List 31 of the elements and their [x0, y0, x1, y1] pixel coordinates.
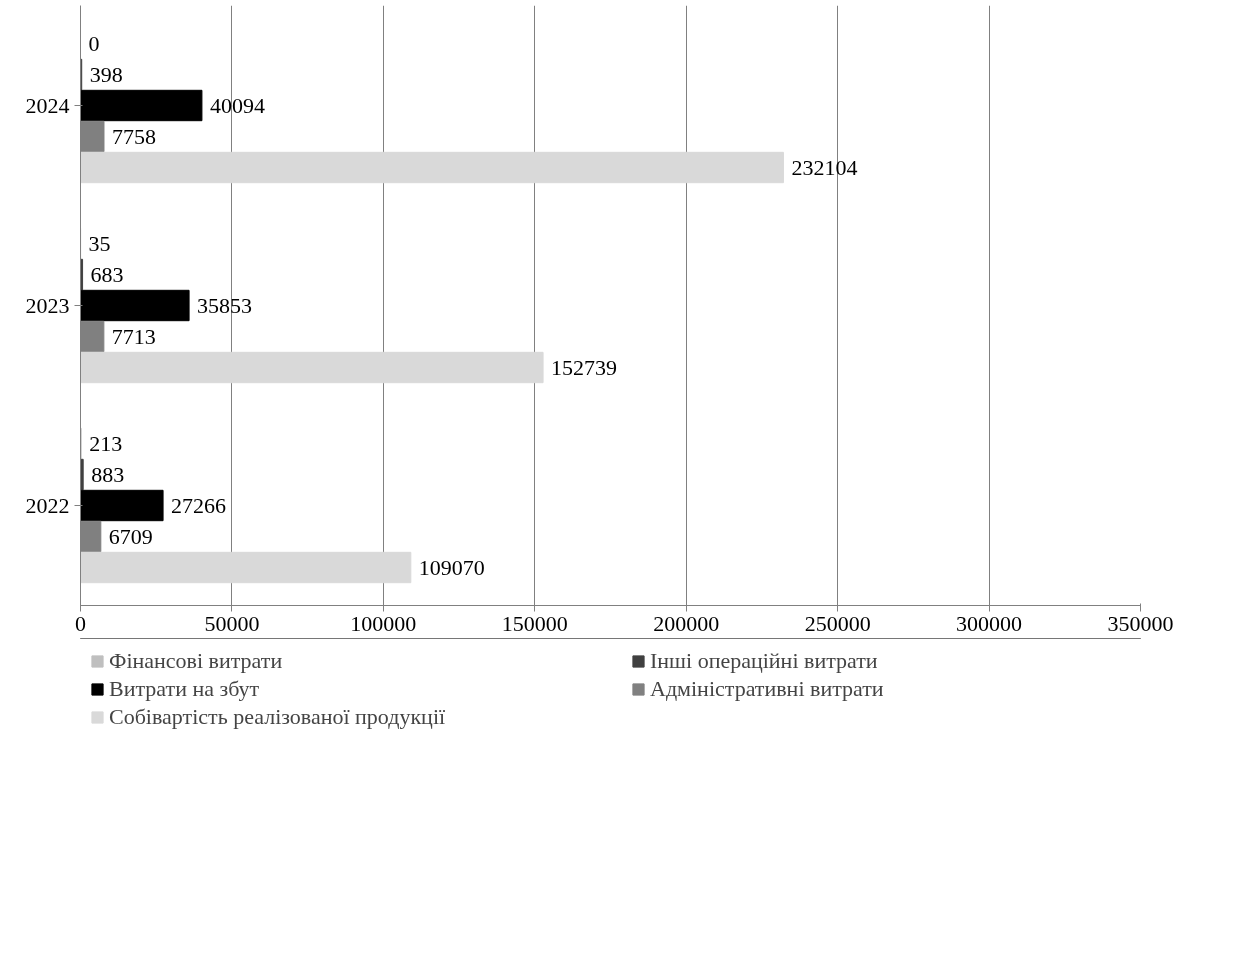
data-label: 109070 [418, 554, 485, 580]
x-tick-label: 50000 [204, 610, 260, 636]
legend-label: Собівартість реалізованої продукції [109, 704, 447, 730]
data-label: 213 [89, 430, 123, 456]
x-tick-label: 200000 [653, 610, 720, 636]
data-label: 152739 [551, 354, 618, 380]
data-label: 6709 [108, 523, 153, 549]
data-label: 683 [90, 261, 124, 287]
x-tick-label: 300000 [956, 610, 1023, 636]
data-label: 35 [88, 230, 111, 256]
y-tick-label: 2022 [25, 492, 70, 518]
data-label: 398 [89, 61, 123, 87]
data-label: 232104 [791, 154, 858, 180]
legend-label: Інші операційні витрати [650, 648, 879, 674]
data-label: 7758 [112, 123, 156, 149]
x-tick-label: 0 [75, 610, 86, 636]
data-label: 883 [91, 461, 125, 487]
x-tick-label: 350000 [1107, 610, 1174, 636]
data-label: 0 [88, 30, 100, 56]
legend-label: Витрати на збут [109, 676, 261, 702]
x-tick-label: 100000 [350, 610, 417, 636]
y-tick-label: 2023 [25, 292, 70, 318]
x-tick-label: 150000 [501, 610, 568, 636]
data-label: 35853 [197, 292, 253, 318]
y-tick-label: 2024 [25, 92, 70, 118]
data-label: 40094 [209, 92, 265, 118]
legend-label: Адміністративні витрати [650, 676, 885, 702]
x-tick-label: 250000 [804, 610, 871, 636]
legend-label: Фінансові витрати [109, 648, 284, 674]
data-label: 27266 [171, 492, 227, 518]
data-label: 7713 [111, 323, 156, 349]
